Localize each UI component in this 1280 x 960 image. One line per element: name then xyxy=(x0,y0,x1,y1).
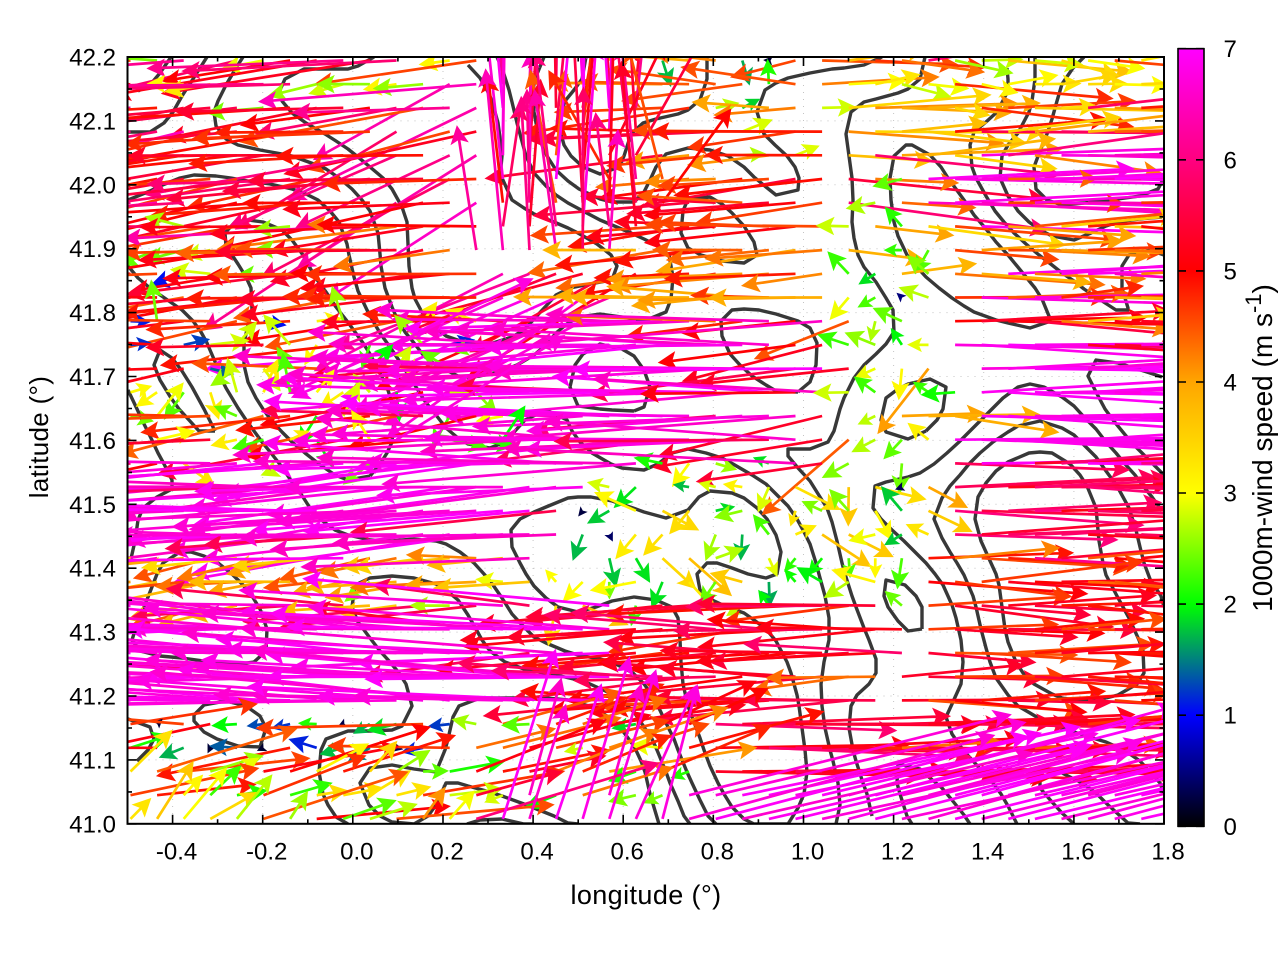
svg-text:42.0: 42.0 xyxy=(69,172,116,199)
svg-text:41.6: 41.6 xyxy=(69,428,116,455)
svg-text:41.2: 41.2 xyxy=(69,684,116,711)
svg-text:42.1: 42.1 xyxy=(69,108,116,135)
svg-text:0.2: 0.2 xyxy=(430,839,463,866)
svg-text:longitude (°): longitude (°) xyxy=(570,880,721,910)
svg-text:41.3: 41.3 xyxy=(69,620,116,647)
svg-text:0.8: 0.8 xyxy=(701,839,734,866)
svg-text:3: 3 xyxy=(1224,481,1237,508)
svg-text:0: 0 xyxy=(1224,814,1237,841)
svg-text:41.7: 41.7 xyxy=(69,364,116,391)
svg-text:latitude (°): latitude (°) xyxy=(24,376,54,498)
svg-text:2: 2 xyxy=(1224,592,1237,619)
svg-text:42.2: 42.2 xyxy=(69,45,116,72)
svg-text:1000m-wind speed (m s-1): 1000m-wind speed (m s-1) xyxy=(1241,284,1278,612)
svg-text:-0.4: -0.4 xyxy=(156,839,197,866)
svg-text:0.0: 0.0 xyxy=(340,839,373,866)
svg-text:5: 5 xyxy=(1224,258,1237,285)
svg-text:7: 7 xyxy=(1224,36,1237,63)
svg-text:41.5: 41.5 xyxy=(69,492,116,519)
svg-text:1.6: 1.6 xyxy=(1061,839,1094,866)
svg-text:1.8: 1.8 xyxy=(1151,839,1184,866)
svg-text:1.0: 1.0 xyxy=(791,839,824,866)
svg-text:41.4: 41.4 xyxy=(69,556,116,583)
svg-text:41.9: 41.9 xyxy=(69,236,116,263)
svg-text:41.0: 41.0 xyxy=(69,811,116,838)
svg-text:41.1: 41.1 xyxy=(69,747,116,774)
svg-text:4: 4 xyxy=(1224,370,1237,397)
svg-text:41.8: 41.8 xyxy=(69,300,116,327)
svg-text:-0.2: -0.2 xyxy=(246,839,287,866)
svg-text:1.4: 1.4 xyxy=(971,839,1004,866)
svg-text:0.4: 0.4 xyxy=(520,839,553,866)
svg-text:1.2: 1.2 xyxy=(881,839,914,866)
svg-text:0.6: 0.6 xyxy=(611,839,644,866)
svg-text:1: 1 xyxy=(1224,703,1237,730)
svg-text:6: 6 xyxy=(1224,147,1237,174)
